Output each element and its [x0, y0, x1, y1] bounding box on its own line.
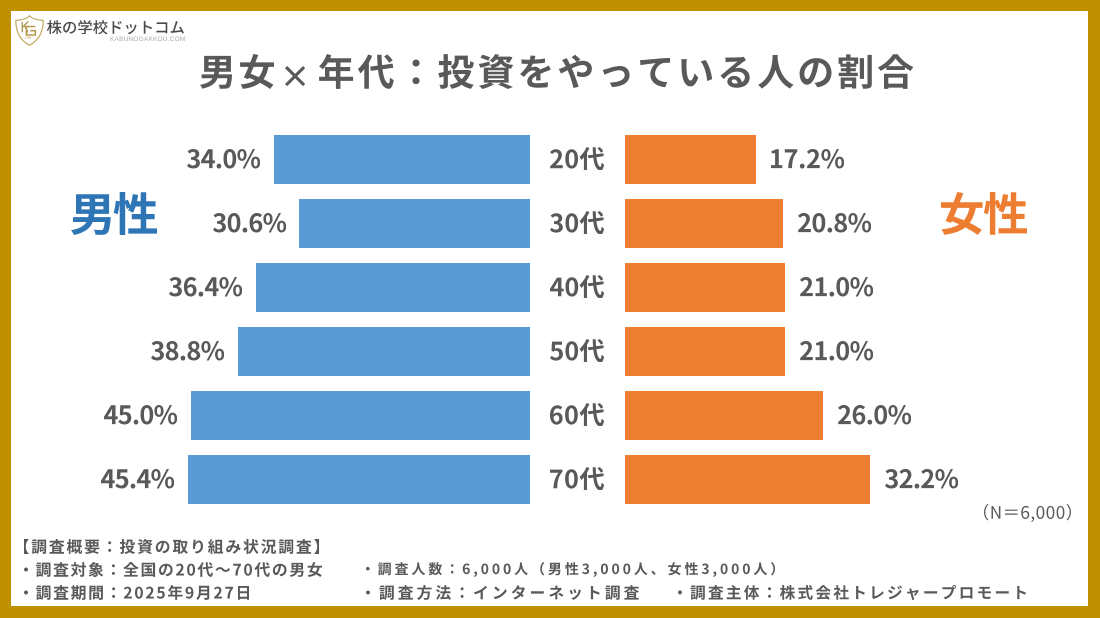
svg-text:.COM: .COM [24, 36, 31, 40]
